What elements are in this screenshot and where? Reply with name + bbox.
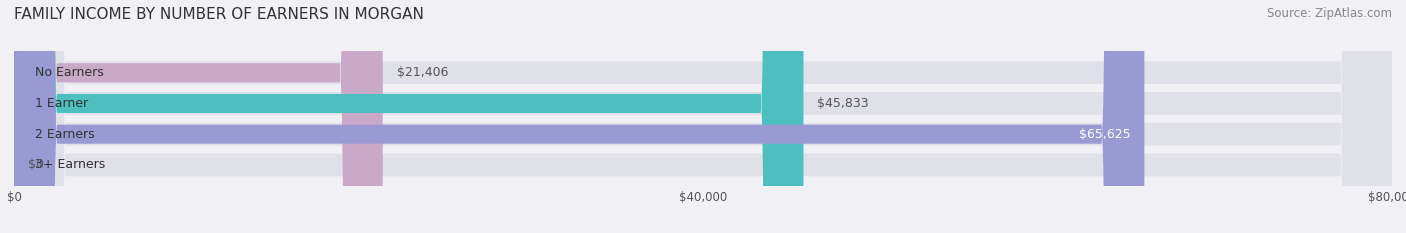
Text: FAMILY INCOME BY NUMBER OF EARNERS IN MORGAN: FAMILY INCOME BY NUMBER OF EARNERS IN MO… — [14, 7, 425, 22]
Text: $0: $0 — [28, 158, 44, 171]
Text: $21,406: $21,406 — [396, 66, 449, 79]
Text: $65,625: $65,625 — [1078, 128, 1130, 141]
Text: $45,833: $45,833 — [817, 97, 869, 110]
Text: No Earners: No Earners — [35, 66, 104, 79]
FancyBboxPatch shape — [14, 0, 1392, 233]
Text: 1 Earner: 1 Earner — [35, 97, 87, 110]
FancyBboxPatch shape — [14, 0, 1392, 233]
FancyBboxPatch shape — [14, 0, 1392, 233]
Text: 3+ Earners: 3+ Earners — [35, 158, 105, 171]
FancyBboxPatch shape — [14, 0, 1392, 233]
FancyBboxPatch shape — [14, 0, 1144, 233]
Text: Source: ZipAtlas.com: Source: ZipAtlas.com — [1267, 7, 1392, 20]
Text: 2 Earners: 2 Earners — [35, 128, 94, 141]
FancyBboxPatch shape — [14, 0, 382, 233]
FancyBboxPatch shape — [14, 0, 803, 233]
